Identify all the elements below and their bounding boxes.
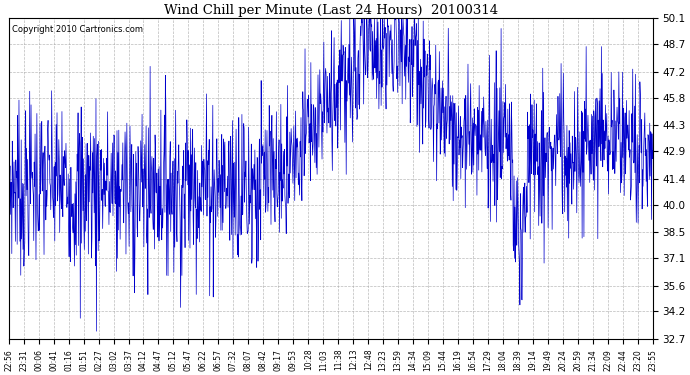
Text: Copyright 2010 Cartronics.com: Copyright 2010 Cartronics.com <box>12 25 143 34</box>
Title: Wind Chill per Minute (Last 24 Hours)  20100314: Wind Chill per Minute (Last 24 Hours) 20… <box>164 4 497 17</box>
